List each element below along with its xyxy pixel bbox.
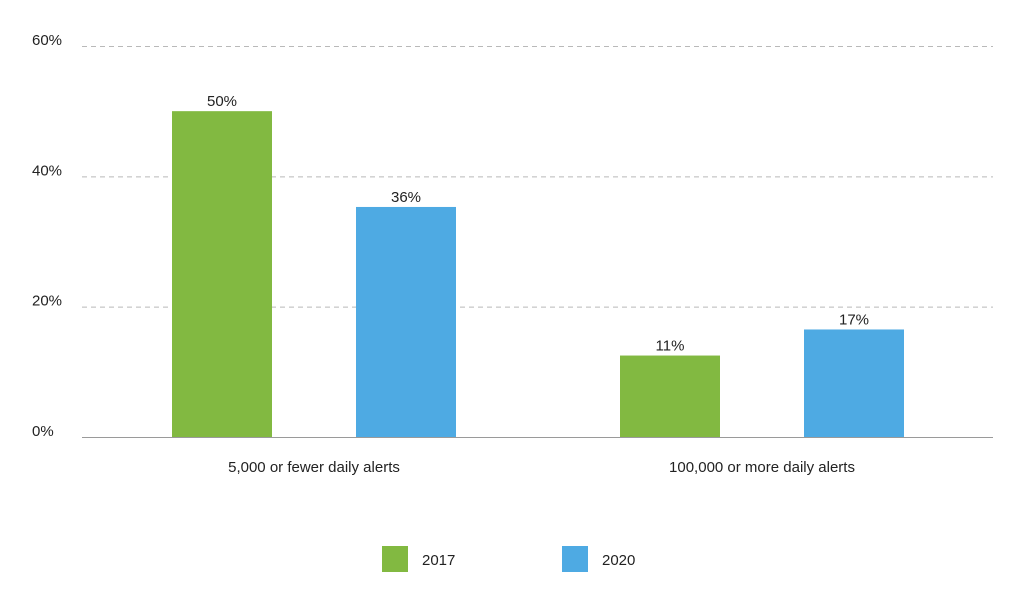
y-axis-ticks: 0% 20% 40% 60% bbox=[32, 32, 62, 440]
legend: 2017 2020 bbox=[382, 546, 635, 572]
bars bbox=[172, 111, 904, 438]
y-tick-label: 60% bbox=[32, 32, 62, 49]
legend-item-2017: 2017 bbox=[382, 546, 455, 572]
bar-2017-2 bbox=[620, 355, 720, 437]
bar-2017-1 bbox=[172, 111, 272, 438]
legend-item-2020: 2020 bbox=[562, 546, 635, 572]
y-tick-label: 40% bbox=[32, 162, 62, 179]
data-label: 36% bbox=[391, 189, 421, 206]
bar-2020-2 bbox=[804, 329, 904, 437]
data-label: 11% bbox=[656, 338, 685, 355]
legend-label: 2017 bbox=[422, 552, 455, 569]
category-label: 100,000 or more daily alerts bbox=[669, 459, 855, 476]
category-label: 5,000 or fewer daily alerts bbox=[228, 459, 400, 476]
data-labels: 50% 11% 36% 17% bbox=[207, 93, 869, 354]
bar-2020-1 bbox=[356, 206, 456, 437]
y-tick-label: 0% bbox=[32, 423, 54, 440]
legend-label: 2020 bbox=[602, 552, 635, 569]
data-label: 50% bbox=[207, 93, 237, 110]
legend-swatch bbox=[562, 546, 588, 572]
gridlines bbox=[82, 46, 993, 438]
x-axis-categories: 5,000 or fewer daily alerts 100,000 or mo… bbox=[228, 459, 855, 476]
data-label: 17% bbox=[839, 311, 869, 328]
legend-swatch bbox=[382, 546, 408, 572]
y-tick-label: 20% bbox=[32, 293, 62, 310]
